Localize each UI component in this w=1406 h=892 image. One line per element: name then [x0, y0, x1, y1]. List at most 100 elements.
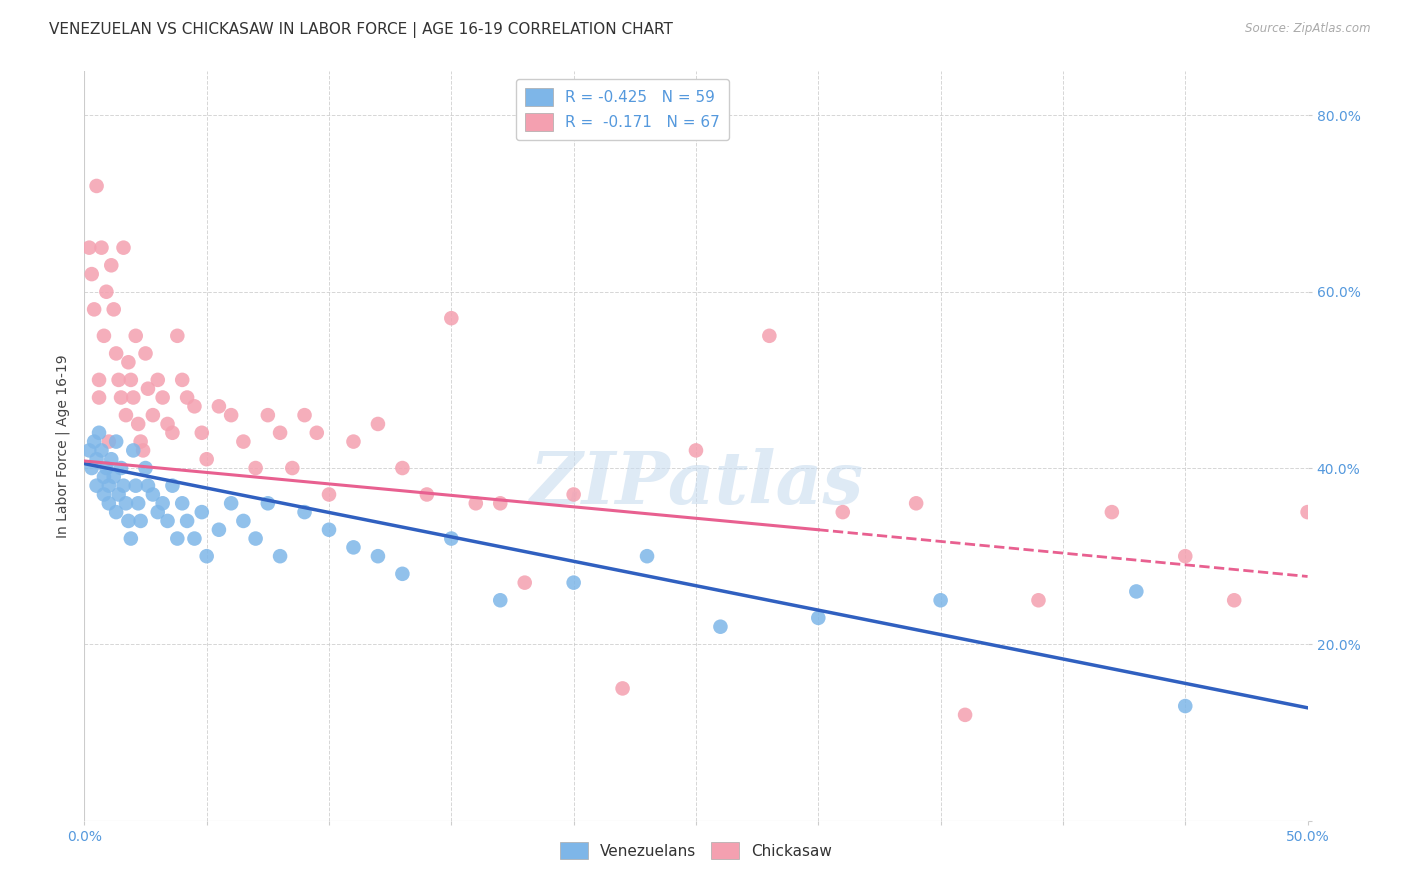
Point — [83, 434, 105, 449]
Point — [219, 496, 242, 510]
Point — [93, 487, 115, 501]
Point — [232, 434, 254, 449]
Point — [127, 417, 149, 431]
Point — [86, 178, 108, 193]
Point — [166, 328, 188, 343]
Point — [107, 487, 129, 501]
Point — [162, 478, 184, 492]
Point — [1296, 505, 1319, 519]
Point — [156, 417, 179, 431]
Point — [87, 425, 110, 440]
Point — [562, 487, 585, 501]
Point — [176, 514, 198, 528]
Point — [117, 514, 139, 528]
Point — [489, 496, 512, 510]
Point — [281, 461, 304, 475]
Point — [80, 267, 103, 281]
Point — [709, 620, 731, 634]
Point — [305, 425, 328, 440]
Point — [416, 487, 439, 501]
Point — [77, 443, 100, 458]
Point — [208, 400, 231, 414]
Point — [90, 443, 112, 458]
Point — [162, 425, 184, 440]
Point — [953, 707, 976, 722]
Point — [562, 575, 585, 590]
Point — [172, 373, 194, 387]
Point — [115, 408, 138, 422]
Point — [152, 496, 174, 510]
Point — [195, 549, 218, 564]
Point — [318, 523, 340, 537]
Point — [1125, 584, 1147, 599]
Y-axis label: In Labor Force | Age 16-19: In Labor Force | Age 16-19 — [56, 354, 70, 538]
Point — [97, 434, 120, 449]
Point — [318, 487, 340, 501]
Point — [294, 505, 316, 519]
Point — [257, 408, 280, 422]
Point — [142, 487, 165, 501]
Point — [120, 532, 142, 546]
Point — [117, 355, 139, 369]
Point — [96, 461, 118, 475]
Point — [191, 425, 214, 440]
Point — [367, 417, 389, 431]
Text: Source: ZipAtlas.com: Source: ZipAtlas.com — [1246, 22, 1371, 36]
Point — [105, 434, 128, 449]
Point — [135, 346, 157, 360]
Point — [183, 532, 205, 546]
Point — [97, 478, 120, 492]
Point — [342, 434, 364, 449]
Point — [77, 241, 100, 255]
Point — [245, 532, 267, 546]
Point — [905, 496, 928, 510]
Point — [758, 328, 780, 343]
Point — [245, 461, 267, 475]
Point — [125, 478, 148, 492]
Point — [391, 461, 413, 475]
Point — [831, 505, 853, 519]
Point — [120, 373, 142, 387]
Point — [110, 391, 132, 405]
Point — [96, 285, 118, 299]
Point — [1174, 549, 1197, 564]
Point — [135, 461, 157, 475]
Point — [269, 425, 291, 440]
Point — [146, 373, 169, 387]
Point — [90, 241, 112, 255]
Point — [127, 496, 149, 510]
Point — [142, 408, 165, 422]
Point — [367, 549, 389, 564]
Point — [112, 478, 135, 492]
Point — [122, 391, 145, 405]
Point — [195, 452, 218, 467]
Point — [176, 391, 198, 405]
Point — [146, 505, 169, 519]
Point — [122, 443, 145, 458]
Point — [219, 408, 242, 422]
Point — [129, 434, 152, 449]
Point — [112, 241, 135, 255]
Point — [440, 311, 463, 326]
Point — [87, 391, 110, 405]
Point — [342, 541, 364, 555]
Point — [513, 575, 536, 590]
Point — [464, 496, 486, 510]
Point — [685, 443, 707, 458]
Point — [1028, 593, 1050, 607]
Point — [93, 328, 115, 343]
Point — [129, 514, 152, 528]
Point — [269, 549, 291, 564]
Point — [86, 478, 108, 492]
Point — [110, 461, 132, 475]
Point — [191, 505, 214, 519]
Point — [86, 452, 108, 467]
Point — [208, 523, 231, 537]
Point — [1174, 699, 1197, 714]
Point — [1101, 505, 1123, 519]
Point — [636, 549, 658, 564]
Point — [391, 566, 413, 581]
Point — [105, 505, 128, 519]
Point — [612, 681, 634, 696]
Point — [929, 593, 952, 607]
